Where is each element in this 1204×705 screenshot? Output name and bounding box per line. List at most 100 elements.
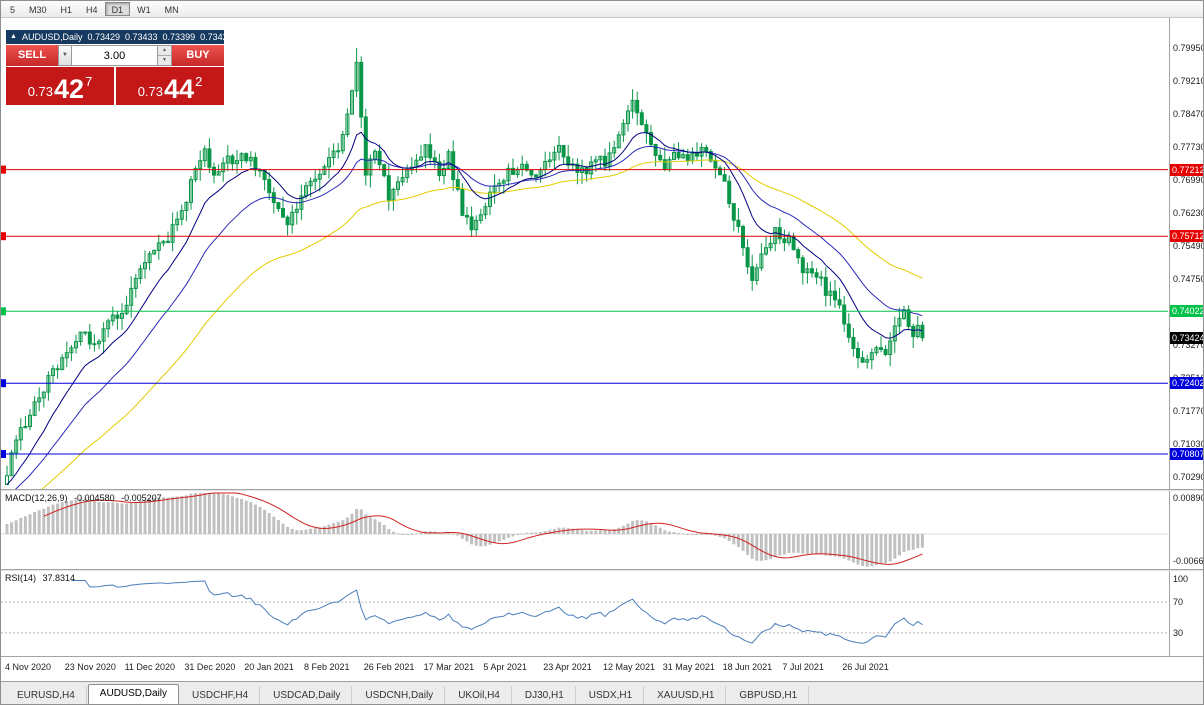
price-axis-label: 0.75490 — [1173, 241, 1204, 251]
macd-indicator-label: MACD(12,26,9) -0.004580 -0.005207 — [5, 493, 166, 503]
time-axis-label: 4 Nov 2020 — [5, 662, 51, 672]
time-axis-label: 7 Jul 2021 — [782, 662, 824, 672]
time-axis-label: 11 Dec 2020 — [125, 662, 175, 672]
candles — [6, 62, 924, 484]
level-price-tag: 0.72402 — [1170, 377, 1204, 389]
chart-tab[interactable]: USDCHF,H4 — [180, 686, 260, 705]
macd-axis-max-label: 0.00890 — [1173, 493, 1204, 503]
macd-axis-min-label: -0.00669 — [1173, 556, 1204, 566]
timeframe-button-h4[interactable]: H4 — [79, 2, 105, 16]
timeframe-button-w1[interactable]: W1 — [130, 2, 158, 16]
level-left-marker — [1, 232, 6, 240]
time-axis-label: 20 Jan 2021 — [244, 662, 294, 672]
buy-price-pips: 44 — [164, 76, 194, 102]
moving-average-fast-navy — [7, 132, 922, 484]
rsi-axis-label: 70 — [1173, 597, 1183, 607]
rsi-line — [71, 581, 922, 644]
macd-histogram — [6, 493, 924, 567]
time-axis-label: 18 Jun 2021 — [723, 662, 773, 672]
rsi-axis-label: 30 — [1173, 628, 1183, 638]
price-axis-label: 0.74750 — [1173, 274, 1204, 284]
ohlc-open: 0.73429 — [87, 30, 120, 44]
sell-price-figure: 0.73 — [28, 84, 53, 99]
rsi-name: RSI(14) — [5, 573, 36, 583]
chart-tabs-bar: EURUSD,H4AUDUSD,DailyUSDCHF,H4USDCAD,Dai… — [1, 681, 1204, 705]
time-axis-label: 26 Feb 2021 — [364, 662, 415, 672]
rsi-pane-canvas[interactable] — [1, 571, 1169, 656]
macd-main-value: -0.004580 — [74, 493, 115, 503]
pane-separator-rsi[interactable] — [1, 569, 1204, 571]
rsi-value: 37.8314 — [43, 573, 76, 583]
timeframe-button-m30[interactable]: M30 — [22, 2, 54, 16]
time-axis-label: 23 Apr 2021 — [543, 662, 592, 672]
one-click-trading-panel: SELL ▼ ▲ ▼ BUY 0.73 42 7 0.73 44 2 — [6, 45, 224, 105]
chart-tab[interactable]: DJ30,H1 — [513, 686, 576, 705]
price-axis-label: 0.76990 — [1173, 175, 1204, 185]
macd-name: MACD(12,26,9) — [5, 493, 68, 503]
time-axis-label: 31 May 2021 — [663, 662, 715, 672]
sell-button[interactable]: SELL — [6, 45, 58, 66]
macd-signal-line — [44, 493, 923, 564]
ohlc-close: 0.73424 — [200, 30, 233, 44]
buy-price-button[interactable]: 0.73 44 2 — [116, 67, 224, 105]
ohlc-low: 0.73399 — [163, 30, 196, 44]
chart-symbol-bar: ▲ AUDUSD,Daily 0.73429 0.73433 0.73399 0… — [6, 30, 224, 44]
timeframe-button-mn[interactable]: MN — [158, 2, 186, 16]
time-axis-label: 17 Mar 2021 — [424, 662, 475, 672]
chart-tab[interactable]: USDCNH,Daily — [353, 686, 445, 705]
chart-tab[interactable]: EURUSD,H4 — [5, 686, 87, 705]
sell-price-button[interactable]: 0.73 42 7 — [6, 67, 114, 105]
chart-symbol-label: AUDUSD,Daily — [22, 30, 83, 44]
macd-pane-canvas[interactable] — [1, 491, 1169, 569]
volume-spin-up-icon[interactable]: ▲ — [158, 46, 171, 56]
level-left-marker — [1, 379, 6, 387]
time-axis[interactable]: 4 Nov 2020 23 Nov 2020 11 Dec 2020 31 Dec 2… — [1, 656, 1204, 681]
price-axis-label: 0.78470 — [1173, 109, 1204, 119]
ohlc-high: 0.73433 — [125, 30, 158, 44]
volume-spin-down-icon[interactable]: ▼ — [158, 56, 171, 65]
chart-tab[interactable]: XAUUSD,H1 — [645, 686, 726, 705]
chart-tab[interactable]: GBPUSD,H1 — [727, 686, 809, 705]
buy-button[interactable]: BUY — [172, 45, 224, 66]
rsi-axis-label: 100 — [1173, 574, 1188, 584]
buy-price-point: 2 — [195, 74, 202, 89]
price-axis-label: 0.76230 — [1173, 208, 1204, 218]
volume-input[interactable] — [72, 45, 158, 66]
price-axis-label: 0.71770 — [1173, 406, 1204, 416]
level-price-tag: 0.75712 — [1170, 230, 1204, 242]
chart-tab[interactable]: USDCAD,Daily — [261, 686, 352, 705]
volume-dropdown-icon[interactable]: ▼ — [58, 45, 72, 66]
trading-terminal-window: 5M30H1H4D1W1MN ▲ AUDUSD,Daily 0.73429 0.… — [0, 0, 1204, 705]
time-axis-label: 31 Dec 2020 — [184, 662, 235, 672]
price-axis-label: 0.79210 — [1173, 76, 1204, 86]
volume-spinner: ▲ ▼ — [158, 45, 172, 66]
pane-separator-macd[interactable] — [1, 489, 1204, 491]
price-axis-label: 0.79950 — [1173, 43, 1204, 53]
level-left-marker — [1, 450, 6, 458]
buy-price-figure: 0.73 — [138, 84, 163, 99]
timeframe-button-d1[interactable]: D1 — [105, 2, 131, 16]
level-left-marker — [1, 166, 6, 174]
level-price-tag: 0.77212 — [1170, 164, 1204, 176]
timeframe-button-h1[interactable]: H1 — [54, 2, 80, 16]
chart-tab[interactable]: USDX,H1 — [577, 686, 644, 705]
candle-wicks — [7, 48, 922, 475]
level-price-tag: 0.70807 — [1170, 448, 1204, 460]
rsi-indicator-label: RSI(14) 37.8314 — [5, 573, 79, 583]
price-axis-label: 0.77730 — [1173, 142, 1204, 152]
time-axis-label: 8 Feb 2021 — [304, 662, 350, 672]
sell-price-point: 7 — [85, 74, 92, 89]
level-left-marker — [1, 307, 6, 315]
chart-tab[interactable]: UKOil,H4 — [446, 686, 512, 705]
price-axis[interactable]: 0.79950 0.79210 0.78470 0.77730 0.76990 0.762… — [1169, 18, 1204, 656]
time-axis-label: 12 May 2021 — [603, 662, 655, 672]
macd-signal-value: -0.005207 — [121, 493, 162, 503]
current-price-tag: 0.73424 — [1170, 332, 1204, 344]
price-axis-label: 0.70290 — [1173, 472, 1204, 482]
chart-tab[interactable]: AUDUSD,Daily — [88, 684, 179, 705]
timeframe-button-5[interactable]: 5 — [3, 2, 22, 16]
timeframe-toolbar: 5M30H1H4D1W1MN — [1, 1, 1204, 18]
time-axis-label: 5 Apr 2021 — [483, 662, 527, 672]
time-axis-label: 23 Nov 2020 — [65, 662, 116, 672]
collapse-panel-icon[interactable]: ▲ — [10, 30, 17, 44]
